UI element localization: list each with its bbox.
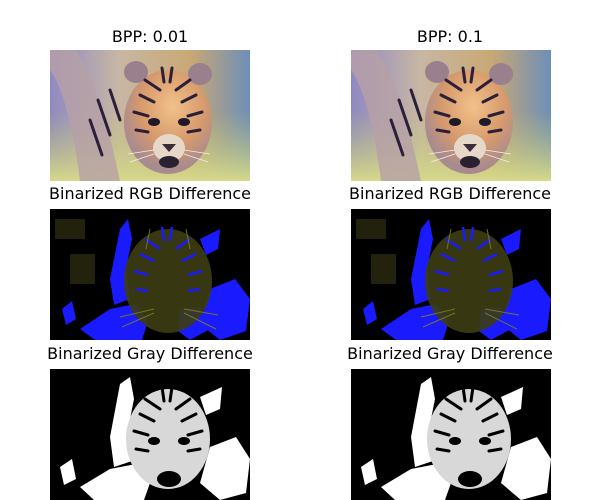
- rgb-diff-title-col1: Binarized RGB Difference: [49, 184, 251, 203]
- tiger-image-col1: [50, 50, 250, 181]
- tiger-image-col2: [351, 50, 551, 181]
- bpp-title-col1: BPP: 0.01: [111, 27, 189, 46]
- gray-diff-title-col2: Binarized Gray Difference: [347, 344, 553, 363]
- bpp-title-col2: BPP: 0.1: [416, 27, 484, 46]
- gray-diff-image-col1: [50, 369, 250, 500]
- rgb-diff-title-col2: Binarized RGB Difference: [349, 184, 551, 203]
- gray-diff-image-col2: [351, 369, 551, 500]
- rgb-diff-image-col1: [50, 209, 250, 340]
- gray-diff-title-col1: Binarized Gray Difference: [47, 344, 253, 363]
- rgb-diff-image-col2: [351, 209, 551, 340]
